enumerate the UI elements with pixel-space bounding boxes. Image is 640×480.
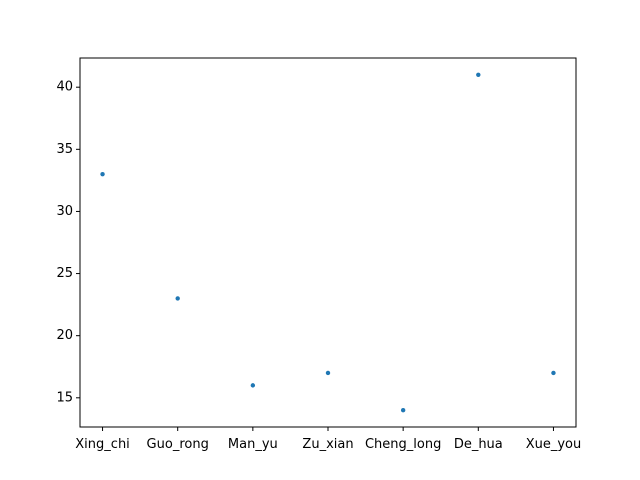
data-point	[250, 383, 256, 388]
y-tick-label: 15	[56, 390, 73, 405]
x-tick-label: Zu_xian	[302, 437, 353, 452]
y-tick-label: 40	[56, 80, 73, 95]
y-tick-label: 30	[56, 204, 73, 219]
data-point	[100, 171, 105, 177]
y-tick-label: 35	[56, 142, 73, 157]
x-tick-label: Cheng_long	[365, 437, 441, 452]
x-tick-label: Man_yu	[228, 437, 278, 452]
x-tick-label: Xing_chi	[75, 437, 130, 452]
x-tick-label: Guo_rong	[147, 437, 209, 452]
data-point	[175, 296, 180, 301]
x-axis: Xing_chi Guo_rong Man_yu Zu_xian Cheng_long D…	[75, 427, 581, 452]
data-point	[325, 370, 331, 376]
plot-area	[100, 72, 556, 413]
y-tick-label: 20	[56, 328, 73, 343]
data-point	[551, 370, 556, 376]
x-tick-label: De_hua	[454, 437, 503, 452]
data-point	[476, 72, 481, 77]
y-tick-label: 25	[56, 266, 73, 281]
x-tick-label: Xue_you	[526, 437, 582, 452]
y-axis: 15 20 25 30 35 40	[56, 80, 80, 405]
data-point	[400, 408, 406, 413]
